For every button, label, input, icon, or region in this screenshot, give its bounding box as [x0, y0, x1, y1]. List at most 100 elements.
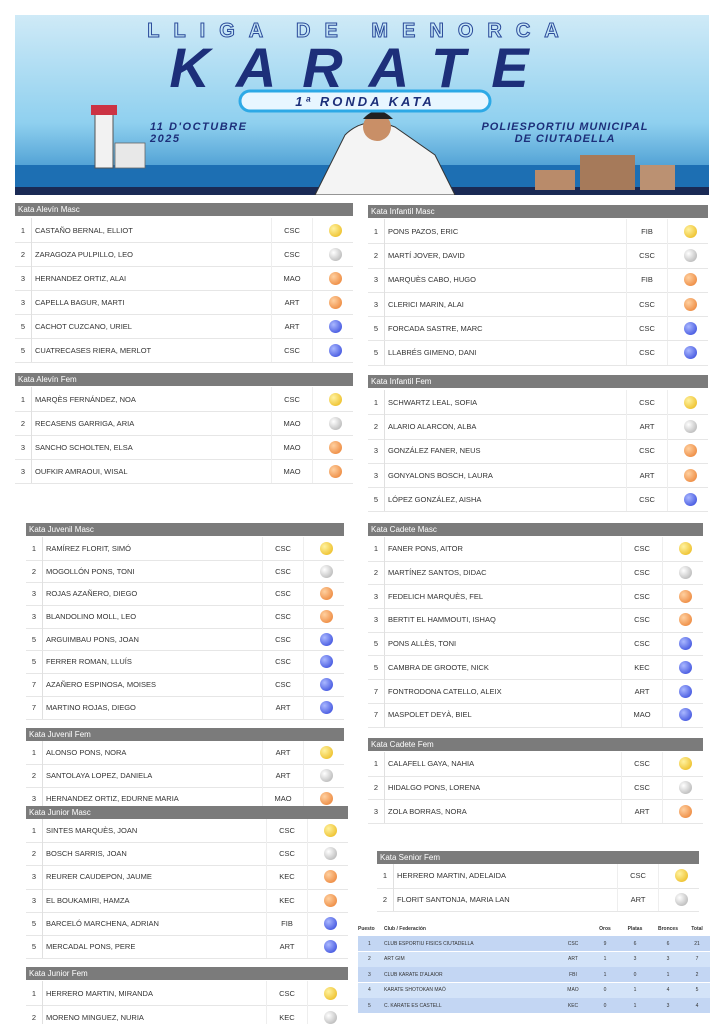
medal-icon [320, 769, 333, 782]
medal-table-cell: 6 [666, 940, 670, 947]
athlete-name: GONYALONS BOSCH, LAURA [388, 470, 493, 480]
result-row: 1 RAMÍREZ FLORIT, SIMÓ CSC [26, 537, 344, 561]
place: 7 [368, 702, 385, 727]
medal-table-cell: 3 [666, 1002, 670, 1009]
club: CSC [617, 864, 659, 888]
medal-icon [324, 893, 337, 907]
club: ART [262, 764, 304, 787]
result-row: 2 SANTOLAYA LOPEZ, DANIELA ART [26, 764, 344, 788]
club: MAO [271, 459, 313, 483]
medal-icon [679, 637, 692, 651]
result-row: 2 MORENO MINGUEZ, NURIA KEC [26, 1005, 348, 1024]
place: 3 [15, 290, 32, 314]
place: 1 [26, 819, 43, 843]
medal-table-cell: 1 [603, 956, 607, 962]
medal-icon [320, 700, 333, 714]
place: 2 [368, 775, 385, 800]
result-row: 3 CLERICI MARIN, ALAI CSC [368, 291, 708, 318]
medal-table-row: 5 C. KARATE ES CASTELL KEC 0 1 3 4 [358, 998, 710, 1014]
athlete-name: REURER CAUDEPON, JAUME [46, 872, 152, 882]
section-title: Kata Juvenil Masc [26, 523, 344, 536]
club: CSC [621, 608, 663, 632]
place: 5 [26, 627, 43, 651]
medal-icon [324, 916, 337, 930]
result-row: 3 ROJAS AZAÑERO, DIEGO CSC [26, 582, 344, 607]
medal-table-cell: 5 [695, 987, 699, 993]
medal-icon [679, 589, 692, 603]
athlete-name: HERRERO MARTIN, MIRANDA [46, 988, 153, 998]
place: 3 [368, 291, 385, 317]
club: MAO [271, 266, 313, 290]
club: KEC [266, 865, 308, 889]
medal-table-header: Puesto Club / Federación Oros Platas Bronces… [358, 921, 710, 936]
place: 3 [15, 266, 32, 290]
result-row: 1 HERRERO MARTIN, MIRANDA CSC [26, 981, 348, 1006]
place: 2 [26, 764, 43, 787]
club: CSC [266, 819, 308, 843]
section: Kata Alevín Masc 1 CASTAÑO BERNAL, ELLIOT C… [15, 203, 353, 363]
athlete-name: CUATRECASES RIERA, MERLOT [35, 345, 152, 355]
club: KEC [621, 655, 663, 680]
medal-table-cell: 2 [695, 971, 699, 978]
athlete-name: RECASENS GARRIGA, ARIA [35, 418, 135, 428]
medal-icon [684, 468, 697, 482]
result-row: 5 PONS ALLÈS, TONI CSC [368, 631, 703, 657]
column-header: Platas [627, 925, 643, 932]
section-title: Kata Infantil Masc [368, 205, 708, 218]
medal-table-cell: CLUB ESPORTIU FISICS CIUTADELLA [384, 940, 474, 947]
column-header: Puesto [358, 925, 375, 932]
medal-icon [329, 295, 342, 309]
medal-icon [684, 395, 697, 409]
section-title: Kata Cadete Fem [368, 738, 703, 751]
athlete-name: BLANDOLINO MOLL, LEO [46, 611, 137, 621]
result-row: 5 CAMBRA DE GROOTE, NICK KEC [368, 655, 703, 681]
section: Kata Cadete Fem 1 CALAFELL GAYA, NAHIA CSC 2… [368, 738, 703, 825]
medal-icon [684, 224, 697, 238]
club: KEC [266, 888, 308, 912]
venue: POLIESPORTIU MUNICIPAL [481, 121, 648, 133]
medal-icon [324, 847, 337, 861]
medal-table-cell: 4 [368, 987, 371, 993]
medal-table-cell: 1 [633, 987, 637, 993]
club: CSC [626, 438, 668, 463]
result-row: 3 SANCHO SCHOLTEN, ELSA MAO [15, 435, 353, 460]
result-row: 5 ARGUIMBAU PONS, JOAN CSC [26, 627, 344, 652]
place: 1 [15, 387, 32, 411]
place: 1 [377, 864, 394, 888]
club: ART [617, 887, 659, 911]
medal-table-row: 1 CLUB ESPORTIU FISICS CIUTADELLA CSC 9 6 6 21 [358, 936, 710, 952]
medal-table-cell: 1 [603, 971, 607, 978]
banner: LLIGA DE MENORCA KARATE 1ª RONDA KATA 11… [15, 15, 709, 195]
result-row: 2 RECASENS GARRIGA, ARIA MAO [15, 411, 353, 436]
section-title: Kata Alevín Fem [15, 373, 353, 386]
place: 3 [368, 608, 385, 632]
medal-table-cell: MAO [567, 987, 579, 993]
place: 1 [368, 537, 385, 561]
club: ART [271, 290, 313, 314]
column-header: Total [691, 925, 703, 932]
athlete-name: ALONSO PONS, NORA [46, 748, 127, 757]
place: 1 [26, 741, 43, 764]
result-row: 2 MARTÍNEZ SANTOS, DIDAC CSC [368, 560, 703, 586]
place: 7 [26, 695, 43, 719]
club: CSC [262, 582, 304, 606]
athlete-name: MERCADAL PONS, PERE [46, 942, 136, 952]
place: 5 [15, 338, 32, 362]
club: FIB [626, 219, 668, 244]
medal-table-cell: CSC [567, 940, 579, 947]
medal-icon [320, 678, 333, 692]
medal-icon [329, 247, 342, 261]
place: 3 [26, 888, 43, 912]
place: 3 [26, 787, 43, 810]
place: 3 [368, 584, 385, 609]
medal-table-cell: 4 [695, 1002, 699, 1009]
medal-icon [320, 587, 333, 601]
athlete-name: MARQUÈS CABO, HUGO [388, 275, 476, 285]
medal-icon [320, 746, 333, 759]
medal-icon [679, 708, 692, 722]
place: 5 [368, 316, 385, 341]
medal-table-cell: 1 [666, 971, 670, 978]
club: CSC [262, 627, 304, 651]
athlete-name: LLABRÉS GIMENO, DANI [388, 348, 477, 358]
medal-icon [679, 757, 692, 771]
